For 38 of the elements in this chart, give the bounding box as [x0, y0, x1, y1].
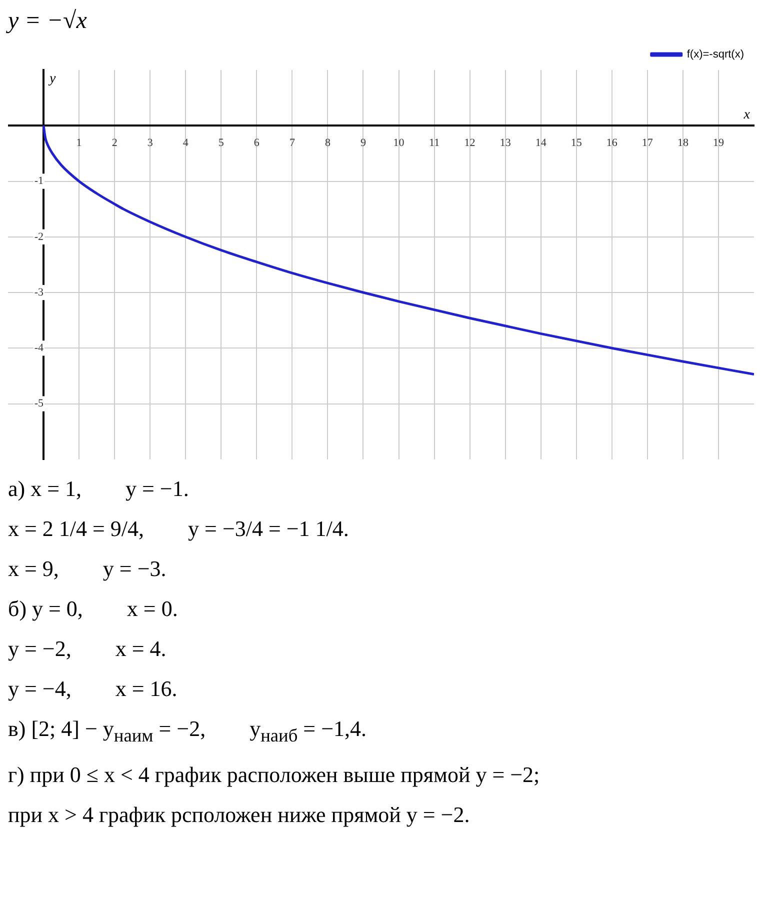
y-tick-label: -1 [34, 175, 44, 188]
text: при x > 4 график рсположен ниже прямой y = −2. [8, 801, 471, 830]
text: в) [2; 4] − y$_{наим}$ = −2, y$_{наиб}$ = −1,4. [8, 715, 368, 748]
text: x = 2 1/4 = 9/4, y = −3/4 = −1 1/4. [8, 515, 350, 543]
y-tick-label: -5 [34, 398, 44, 410]
x-tick-label: 13 [500, 137, 512, 150]
x-axis-title: x [742, 107, 751, 122]
x-tick-label: 11 [428, 137, 440, 150]
legend-label: f(x)=-sqrt(x) [686, 48, 744, 61]
x-tick-label: 8 [324, 137, 331, 150]
x-tick-label: 1 [76, 137, 82, 150]
x-tick-label: 18 [677, 137, 689, 150]
line-series [42, 124, 754, 376]
chart-title: y = −√x [8, 8, 88, 35]
x-tick-label: 5 [218, 137, 224, 150]
y-tick-label: -2 [34, 230, 44, 243]
text: а) x = 1, y = −1. [8, 475, 190, 503]
x-tick-label: 6 [254, 137, 260, 150]
y-axis-title: y [48, 72, 57, 87]
y-tick-label: -3 [34, 286, 44, 298]
text: y = −4, x = 16. [8, 675, 178, 703]
x-tick-label: 10 [393, 137, 405, 150]
x-tick-label: 3 [147, 137, 154, 150]
y-tick-label: -4 [34, 342, 44, 354]
x-tick-label: 15 [570, 137, 582, 150]
text: y = −2, x = 4. [8, 635, 168, 663]
x-tick-label: 12 [464, 137, 476, 150]
x-tick-label: 4 [182, 137, 189, 150]
x-tick-label: 2 [112, 137, 118, 150]
x-tick-label: 9 [360, 137, 366, 150]
text: x = 9, y = −3. [8, 555, 168, 583]
x-tick-label: 19 [712, 137, 724, 150]
x-tick-label: 17 [642, 137, 654, 150]
text: б) y = 0, x = 0. [8, 595, 179, 623]
x-tick-label: 7 [289, 137, 296, 150]
x-tick-label: 16 [606, 137, 618, 150]
text: г) при 0 ≤ x < 4 график расположен выше прямой y = −2; [8, 761, 541, 790]
x-tick-label: 14 [535, 137, 547, 150]
